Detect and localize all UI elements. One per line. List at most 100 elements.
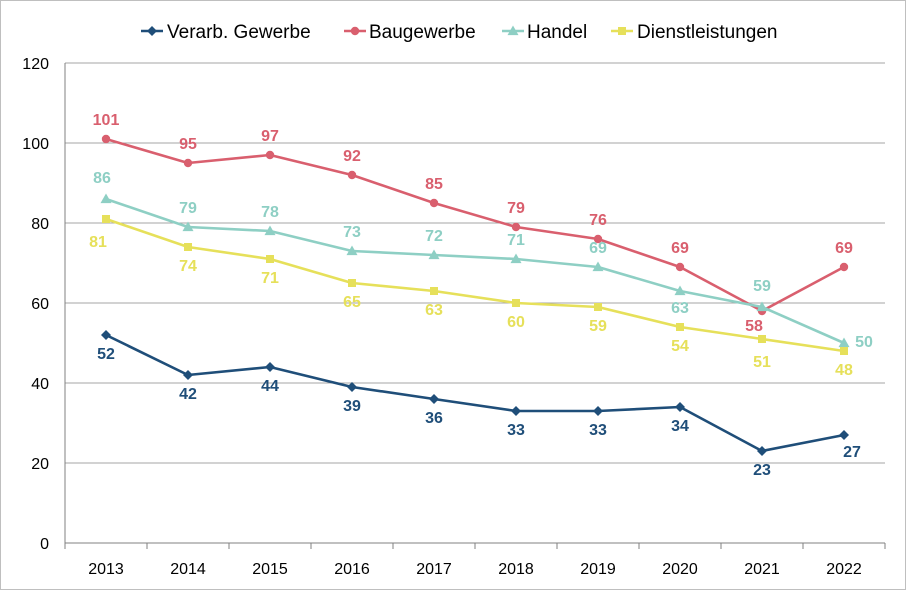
axes: 0 20 40 60 80 100 120 2013 2014 2015 2016 2017 2018 2… bbox=[22, 56, 886, 578]
data-label-baugewerbe-2013: 101 bbox=[93, 112, 120, 129]
series-lines bbox=[100, 134, 850, 456]
data-point-verarb-gewerbe-2019 bbox=[593, 406, 603, 416]
data-point-baugewerbe-2017 bbox=[429, 198, 439, 208]
data-label-dienstleistungen-2019: 59 bbox=[589, 318, 607, 335]
data-label-verarb-gewerbe-2014: 42 bbox=[179, 386, 197, 403]
legend-item-handel: Handel bbox=[502, 22, 587, 43]
x-tick-label-2016: 2016 bbox=[334, 561, 370, 578]
data-label-verarb-gewerbe-2016: 39 bbox=[343, 398, 361, 415]
y-tick-label-20: 20 bbox=[31, 456, 49, 473]
y-tick-label-60: 60 bbox=[31, 296, 49, 313]
series-baugewerbe bbox=[101, 134, 849, 316]
data-point-verarb-gewerbe-2016 bbox=[347, 382, 357, 392]
data-point-handel-2019 bbox=[592, 261, 604, 272]
data-label-verarb-gewerbe-2019: 33 bbox=[589, 422, 607, 439]
x-tick-label-2014: 2014 bbox=[170, 561, 206, 578]
data-point-verarb-gewerbe-2017 bbox=[429, 394, 439, 404]
data-label-baugewerbe-2015: 97 bbox=[261, 128, 279, 145]
data-point-verarb-gewerbe-2020 bbox=[675, 402, 685, 412]
data-point-verarb-gewerbe-2022 bbox=[839, 430, 849, 440]
legend-marker-handel bbox=[507, 25, 519, 36]
data-point-dienstleistungen-2022 bbox=[840, 347, 848, 355]
data-point-handel-2015 bbox=[264, 225, 276, 236]
series-line-handel bbox=[105, 197, 845, 345]
data-point-dienstleistungen-2020 bbox=[676, 323, 684, 331]
data-label-baugewerbe-2020: 69 bbox=[671, 240, 689, 257]
data-point-baugewerbe-2015 bbox=[265, 150, 275, 160]
data-point-baugewerbe-2022 bbox=[839, 262, 849, 272]
data-label-handel-2015: 78 bbox=[261, 204, 279, 221]
data-label-dienstleistungen-2020: 54 bbox=[671, 338, 689, 355]
data-point-handel-2022 bbox=[838, 337, 850, 348]
data-point-dienstleistungen-2015 bbox=[266, 255, 274, 263]
data-label-verarb-gewerbe-2021: 23 bbox=[753, 462, 771, 479]
y-tick-label-80: 80 bbox=[31, 216, 49, 233]
data-label-verarb-gewerbe-2018: 33 bbox=[507, 422, 525, 439]
data-label-handel-2016: 73 bbox=[343, 224, 361, 241]
data-point-handel-2016 bbox=[346, 245, 358, 256]
data-label-dienstleistungen-2021: 51 bbox=[753, 354, 771, 371]
data-point-dienstleistungen-2014 bbox=[184, 243, 192, 251]
x-tick-label-2020: 2020 bbox=[662, 561, 698, 578]
data-label-handel-2017: 72 bbox=[425, 228, 443, 245]
data-label-dienstleistungen-2013: 81 bbox=[89, 234, 107, 251]
data-label-dienstleistungen-2014: 74 bbox=[179, 258, 197, 275]
series-verarb-gewerbe bbox=[101, 330, 849, 456]
data-point-handel-2013 bbox=[100, 193, 112, 204]
x-tick-label-2019: 2019 bbox=[580, 561, 616, 578]
x-tick-label-2022: 2022 bbox=[826, 561, 862, 578]
data-point-verarb-gewerbe-2014 bbox=[183, 370, 193, 380]
x-tick-label-2017: 2017 bbox=[416, 561, 452, 578]
data-point-dienstleistungen-2021 bbox=[758, 335, 766, 343]
legend-label-verarb-gewerbe: Verarb. Gewerbe bbox=[167, 22, 311, 43]
data-point-baugewerbe-2014 bbox=[183, 158, 193, 168]
y-tick-label-100: 100 bbox=[22, 136, 49, 153]
legend-marker-baugewerbe bbox=[350, 26, 360, 36]
data-point-dienstleistungen-2013 bbox=[102, 215, 110, 223]
data-label-baugewerbe-2017: 85 bbox=[425, 176, 443, 193]
data-point-handel-2020 bbox=[674, 285, 686, 296]
legend-label-baugewerbe: Baugewerbe bbox=[369, 22, 476, 43]
data-point-dienstleistungen-2019 bbox=[594, 303, 602, 311]
data-label-baugewerbe-2018: 79 bbox=[507, 200, 525, 217]
data-point-handel-2021 bbox=[756, 301, 768, 312]
data-point-baugewerbe-2019 bbox=[593, 234, 603, 244]
data-point-baugewerbe-2020 bbox=[675, 262, 685, 272]
data-label-dienstleistungen-2016: 65 bbox=[343, 294, 361, 311]
data-label-baugewerbe-2019: 76 bbox=[589, 212, 607, 229]
data-point-handel-2017 bbox=[428, 249, 440, 260]
y-tick-label-0: 0 bbox=[40, 536, 49, 553]
series-handel bbox=[100, 193, 850, 348]
data-point-handel-2014 bbox=[182, 221, 194, 232]
data-label-handel-2014: 79 bbox=[179, 200, 197, 217]
legend-item-verarb-gewerbe: Verarb. Gewerbe bbox=[141, 22, 311, 43]
data-point-dienstleistungen-2018 bbox=[512, 299, 520, 307]
legend-item-baugewerbe: Baugewerbe bbox=[344, 22, 476, 43]
data-label-dienstleistungen-2015: 71 bbox=[261, 270, 279, 287]
x-tick-label-2015: 2015 bbox=[252, 561, 288, 578]
data-point-baugewerbe-2016 bbox=[347, 170, 357, 180]
data-labels: 52 42 44 39 36 33 33 34 23 27 101 95 97 92 85 79 76 69 58 6… bbox=[89, 112, 873, 479]
data-label-dienstleistungen-2017: 63 bbox=[425, 302, 443, 319]
legend-marker-dienstleistungen bbox=[618, 27, 626, 35]
data-point-verarb-gewerbe-2018 bbox=[511, 406, 521, 416]
data-label-handel-2018: 71 bbox=[507, 232, 525, 249]
y-tick-label-40: 40 bbox=[31, 376, 49, 393]
legend-label-handel: Handel bbox=[527, 22, 587, 43]
data-point-baugewerbe-2013 bbox=[101, 134, 111, 144]
data-label-handel-2019: 69 bbox=[589, 240, 607, 257]
data-label-handel-2022: 50 bbox=[855, 334, 873, 351]
data-point-baugewerbe-2018 bbox=[511, 222, 521, 232]
y-tick-label-120: 120 bbox=[22, 56, 49, 73]
data-point-handel-2018 bbox=[510, 253, 522, 264]
data-point-verarb-gewerbe-2013 bbox=[101, 330, 111, 340]
data-label-handel-2013: 86 bbox=[93, 170, 111, 187]
data-label-baugewerbe-2022: 69 bbox=[835, 240, 853, 257]
data-label-baugewerbe-2016: 92 bbox=[343, 148, 361, 165]
x-tick-label-2018: 2018 bbox=[498, 561, 534, 578]
x-tick-label-2021: 2021 bbox=[744, 561, 780, 578]
data-label-verarb-gewerbe-2022: 27 bbox=[843, 444, 861, 461]
legend-label-dienstleistungen: Dienstleistungen bbox=[637, 22, 777, 43]
